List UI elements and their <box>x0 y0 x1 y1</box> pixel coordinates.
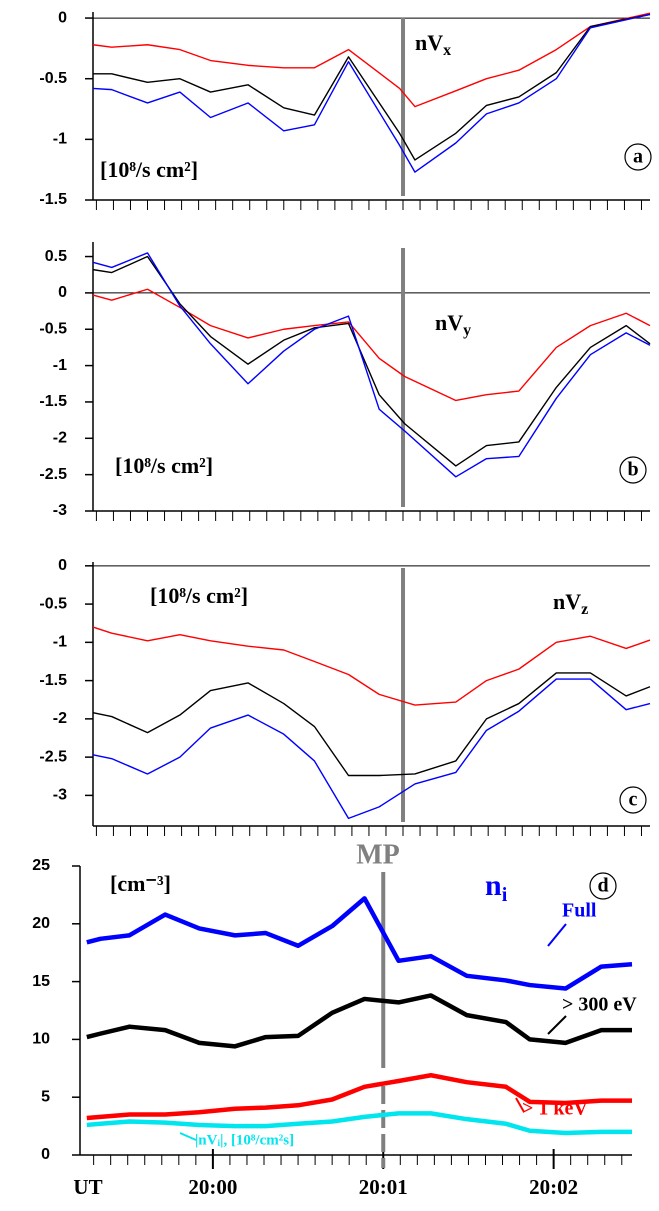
y-tick-label: -1.5 <box>39 393 67 410</box>
series-line <box>86 993 632 1049</box>
y-tick-label: 25 <box>32 857 50 874</box>
series-line <box>92 288 651 402</box>
series-line <box>92 12 651 108</box>
x-tick-label: 20:00 <box>188 1175 237 1199</box>
panel-letter: b <box>627 459 638 481</box>
y-tick-label: 0 <box>58 9 67 26</box>
panel-circle <box>589 872 617 900</box>
panel-circle <box>619 456 647 484</box>
y-tick-label: -2.5 <box>39 466 67 483</box>
y-tick-label: 0 <box>58 284 67 301</box>
series-line <box>92 13 651 173</box>
y-tick-label: -2 <box>53 710 67 727</box>
series-line <box>92 678 651 820</box>
label-pointer <box>515 1097 525 1113</box>
series-label: |nVᵢ|, [10⁸/cm²s] <box>195 1132 294 1148</box>
y-tick-label: 0.5 <box>45 248 67 265</box>
y-tick-label: -2.5 <box>39 748 67 765</box>
panel-letter: d <box>597 875 608 897</box>
units: [cm⁻³] <box>110 871 171 896</box>
title-sub: y <box>463 322 471 339</box>
label-pointer <box>547 923 567 947</box>
title-sub: x <box>443 42 451 59</box>
y-tick-label: -0.5 <box>39 320 67 337</box>
y-tick-label: -1 <box>53 634 67 651</box>
y-tick-label: -3 <box>53 787 67 804</box>
y-tick-label: -0.5 <box>39 595 67 612</box>
y-tick-label: 10 <box>32 1031 50 1048</box>
y-tick-label: 0 <box>58 557 67 574</box>
series-label: Full <box>562 900 597 922</box>
title-text: nV <box>553 589 581 614</box>
units: [10⁸/s cm²] <box>150 583 248 608</box>
x-tick-label: 20:02 <box>529 1175 578 1199</box>
panel-letter: c <box>629 789 638 811</box>
y-tick-label: -0.5 <box>39 70 67 87</box>
title-text: nV <box>435 310 463 335</box>
units: [10⁸/s cm²] <box>115 453 213 478</box>
x-tick-label: 20:01 <box>359 1175 408 1199</box>
series-line <box>92 672 651 777</box>
panel-circle <box>624 143 652 171</box>
title-text: n <box>485 869 502 902</box>
x-axis-label: UT <box>73 1175 102 1199</box>
series-line <box>86 1072 632 1121</box>
series-line <box>92 255 651 467</box>
y-tick-label: -1 <box>53 357 67 374</box>
series-label: > 1 keV <box>522 1098 588 1120</box>
title-sub: z <box>581 601 588 618</box>
label-pointer <box>547 1015 567 1035</box>
series-line <box>92 252 651 478</box>
panel-title: ni <box>485 869 508 906</box>
y-tick-label: 5 <box>41 1088 50 1105</box>
panel-title: nVx <box>415 30 451 59</box>
y-tick-label: -3 <box>53 502 67 519</box>
series-line <box>86 1111 632 1136</box>
y-tick-label: 15 <box>32 973 50 990</box>
y-tick-label: -1.5 <box>39 191 67 208</box>
panel-title: nVy <box>435 310 471 339</box>
y-tick-label: -1.5 <box>39 672 67 689</box>
label-pointer <box>179 1132 197 1141</box>
units: [10⁸/s cm²] <box>100 157 198 182</box>
title-text: nV <box>415 30 443 55</box>
series-line <box>86 896 633 991</box>
y-tick-label: 20 <box>32 915 50 932</box>
panel-letter: a <box>633 146 643 168</box>
marker-label: MP <box>356 839 400 870</box>
panel-circle <box>619 786 647 814</box>
series-label: > 300 eV <box>562 994 637 1016</box>
y-tick-label: 0 <box>41 1146 50 1163</box>
series-line <box>93 13 651 161</box>
y-tick-label: -2 <box>53 430 67 447</box>
series-line <box>92 626 651 706</box>
panel-title: nVz <box>553 589 588 618</box>
title-sub: i <box>502 884 508 906</box>
y-tick-label: -1 <box>53 131 67 148</box>
